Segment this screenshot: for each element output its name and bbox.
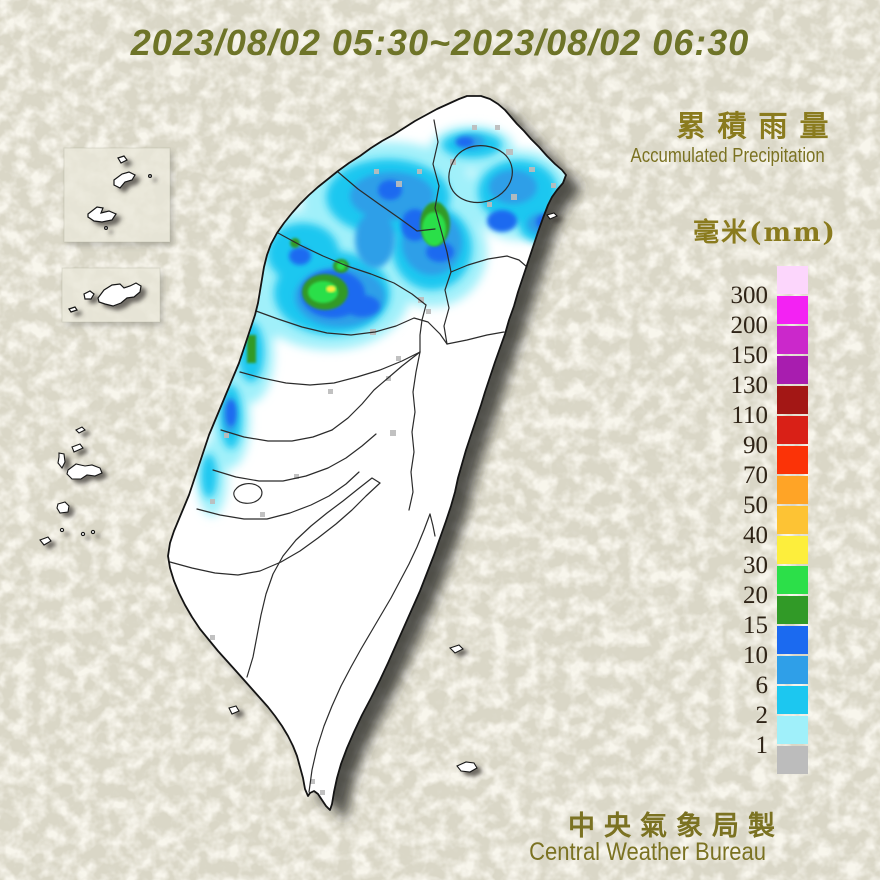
legend-color-block [777, 446, 808, 474]
heading-accumulated-rainfall-zh: 累積雨量 [676, 109, 841, 143]
legend-color-block [777, 716, 808, 744]
legend-color-block [777, 416, 808, 444]
legend-color-block [777, 746, 808, 774]
kinmen-island [97, 282, 142, 307]
orchid-island [456, 761, 478, 773]
credit-line-zh: 中央氣象局製 [568, 811, 784, 842]
legend-color-block [777, 596, 808, 624]
legend-color-block [777, 686, 808, 714]
legend-color-block [777, 296, 808, 324]
legend-color-block [777, 476, 808, 504]
green-island [448, 644, 464, 654]
lamay-island [228, 705, 240, 715]
legend-color-block [777, 506, 808, 534]
legend-color-block [777, 356, 808, 384]
legend-color-block [777, 626, 808, 654]
credit-line-en: Central Weather Bureau [510, 838, 785, 867]
matsu-island [113, 171, 136, 189]
kinmen-islet [83, 290, 95, 300]
legend-color-block [777, 326, 808, 354]
penghu-islands [39, 426, 103, 546]
legend-color-block [777, 566, 808, 594]
matsu-island [117, 155, 128, 164]
heading-accumulated-rainfall-en-text: Accumulated Precipitation [630, 145, 825, 167]
unit-label-mm: 毫米(mm) [693, 218, 837, 248]
legend-color-block [777, 536, 808, 564]
legend-scale [777, 266, 808, 776]
heading-accumulated-rainfall-en: Accumulated Precipitation [585, 145, 870, 168]
offshore-islands [228, 212, 558, 773]
legend-color-block [777, 266, 808, 294]
inset-box-kinmen [61, 267, 161, 323]
guishan-island [546, 212, 558, 220]
county-boundaries [169, 119, 528, 793]
matsu-island [87, 206, 117, 223]
credit-line-en-text: Central Weather Bureau [529, 838, 766, 866]
precipitation-layer [197, 125, 566, 795]
page-title: 2023/08/02 05:30~2023/08/02 06:30 [130, 22, 750, 63]
inset-box-matsu [63, 147, 171, 243]
legend-color-block [777, 386, 808, 414]
legend-color-block [777, 656, 808, 684]
